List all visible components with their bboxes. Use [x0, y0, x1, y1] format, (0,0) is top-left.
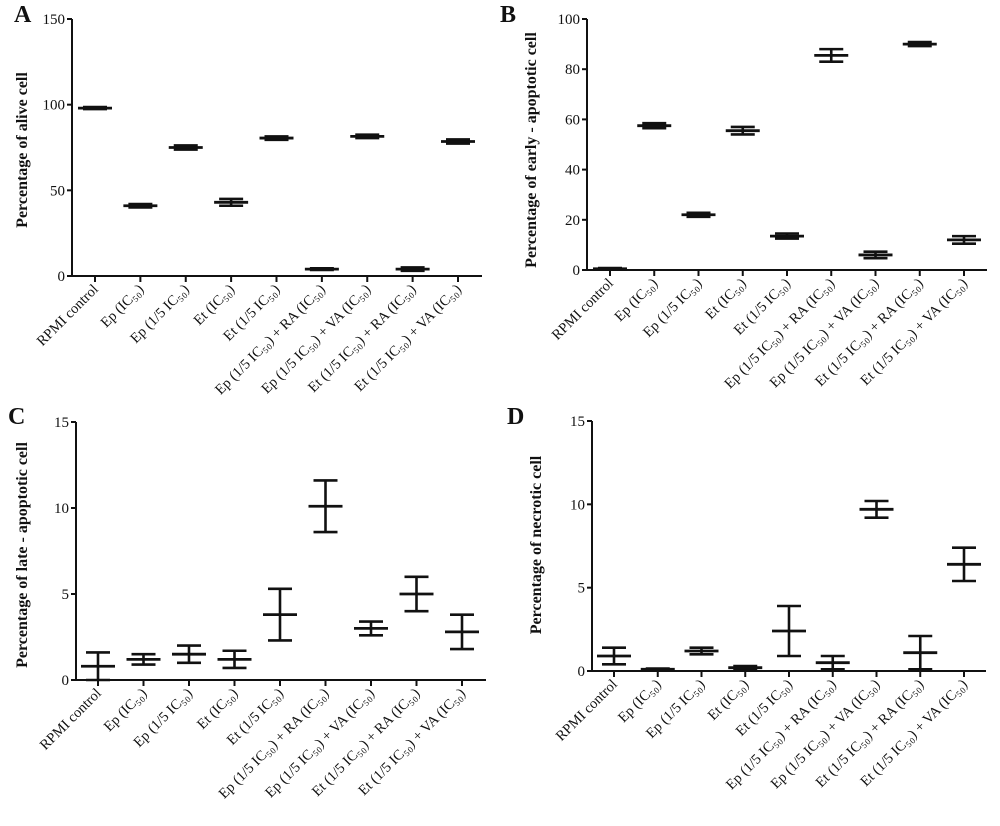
data-point	[815, 654, 850, 671]
panel-a: A 0 50 100 150 Percentage of alive cell RPMI c…	[14, 2, 482, 398]
y-tick-label: 50	[50, 183, 65, 199]
y-tick-label: 10	[570, 497, 585, 513]
y-axis-title: Percentage of late - apoptotic cell	[14, 442, 31, 668]
data-point	[441, 138, 475, 145]
panel-b: B 0 20 40 60 80 100 Percentage of early - apopt…	[500, 2, 987, 392]
data-point	[399, 575, 434, 613]
panel-c: C 0 5 10 15 Percentage of late - apoptotic ce…	[8, 404, 486, 802]
data-point	[772, 604, 806, 658]
y-tick-label: 5	[578, 581, 586, 597]
y-tick-label: 0	[62, 673, 70, 689]
y-tick-label: 40	[565, 163, 580, 179]
data-point	[681, 211, 716, 219]
data-point	[172, 644, 206, 665]
y-tick-label: 20	[565, 213, 580, 229]
data-point	[684, 646, 719, 656]
data-point	[858, 250, 893, 260]
data-point	[445, 613, 479, 651]
data-point	[123, 202, 158, 209]
data-point	[947, 546, 981, 583]
data-point	[81, 651, 115, 682]
y-axis-title: Percentage of alive cell	[14, 72, 31, 228]
data-point	[728, 664, 763, 671]
data-point	[214, 197, 249, 208]
data-point	[725, 125, 760, 136]
y-tick-label: 100	[558, 12, 581, 28]
y-tick-label: 15	[54, 415, 69, 431]
y-tick-label: 10	[54, 501, 69, 517]
x-tick-label: RPMI control	[37, 686, 105, 754]
data-point	[217, 649, 252, 670]
y-axis-title: Percentage of necrotic cell	[528, 455, 545, 634]
y-tick-label: 0	[578, 664, 586, 680]
y-tick-label: 60	[565, 112, 580, 128]
panel-letter: C	[8, 404, 25, 430]
data-point	[814, 47, 849, 63]
panel-letter: A	[14, 2, 32, 28]
y-tick-label: 0	[573, 263, 581, 279]
data-point	[78, 105, 112, 111]
data-point	[259, 135, 294, 142]
data-point	[354, 620, 388, 637]
y-tick-label: 0	[58, 269, 66, 285]
panel-d: D 0 5 10 15 Percentage of necrotic cell RPMI c…	[507, 404, 986, 793]
y-tick-label: 80	[565, 62, 580, 78]
data-point	[304, 266, 339, 272]
x-tick-label: RPMI control	[553, 677, 621, 745]
data-point	[947, 234, 981, 245]
y-axis-title: Percentage of early - apoptotic cell	[523, 32, 540, 268]
data-point	[637, 121, 672, 130]
data-point	[859, 499, 894, 519]
data-point	[263, 587, 297, 642]
x-tick-label: RPMI control	[34, 282, 102, 350]
y-tick-label: 150	[43, 12, 66, 28]
data-point	[395, 266, 430, 273]
panel-letter: D	[507, 404, 524, 430]
y-tick-label: 5	[62, 587, 70, 603]
data-point	[168, 144, 203, 151]
x-tick-label: RPMI control	[549, 276, 617, 344]
data-point	[597, 646, 631, 666]
panel-letter: B	[500, 2, 516, 28]
data-point	[126, 652, 161, 666]
data-point	[308, 479, 343, 534]
data-point	[903, 634, 938, 671]
data-point	[593, 266, 627, 271]
data-point	[902, 40, 937, 48]
data-point	[770, 232, 804, 240]
y-tick-label: 100	[43, 98, 66, 114]
data-point	[350, 133, 385, 140]
data-point	[640, 667, 675, 672]
y-tick-label: 15	[570, 414, 585, 430]
